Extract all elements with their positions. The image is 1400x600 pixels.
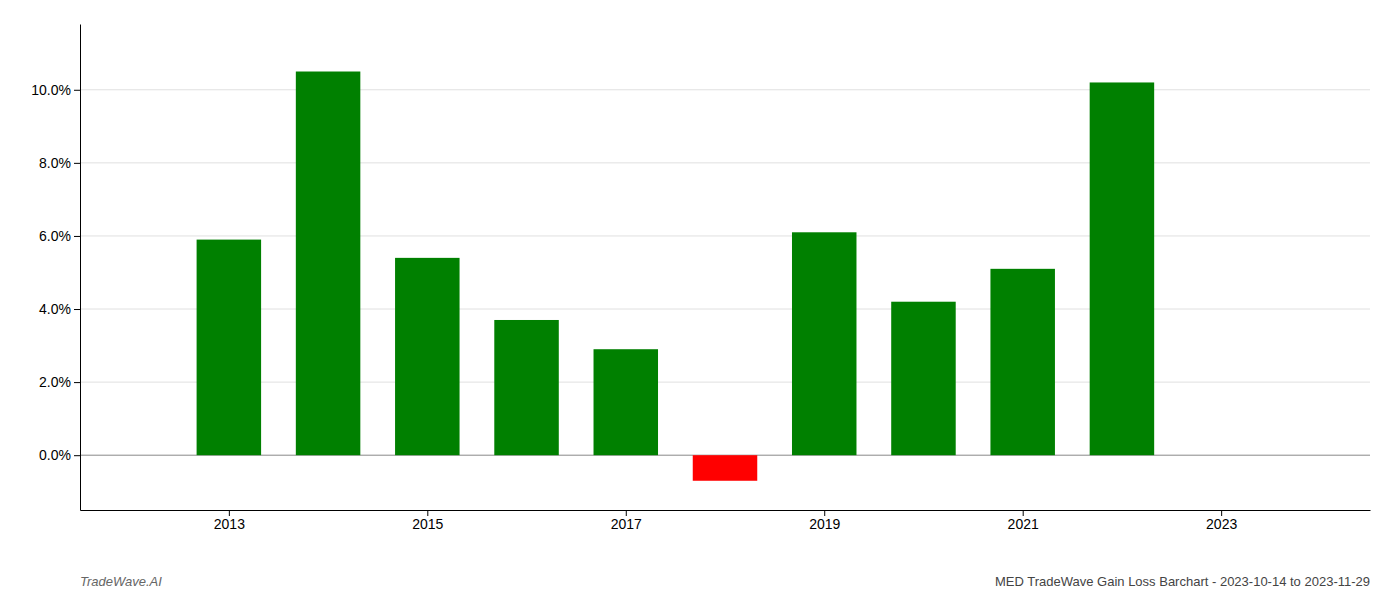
grid-line: [80, 162, 1370, 163]
grid-line: [80, 382, 1370, 383]
x-tick-label: 2013: [214, 516, 245, 532]
y-axis: 0.0% 2.0% 4.0% 6.0% 8.0% 10.0%: [31, 25, 80, 511]
bars: [197, 72, 1155, 481]
bar: [395, 258, 460, 455]
x-tick: 2013: [214, 510, 245, 532]
title: MED TradeWave Gain Loss Barchart - 2023-…: [995, 574, 1370, 589]
bar: [990, 269, 1055, 455]
x-axis-line: [81, 510, 1371, 511]
y-tick-label: 4.0%: [39, 301, 71, 317]
x-tick-label: 2019: [809, 516, 840, 532]
y-tick: 8.0%: [39, 155, 80, 171]
x-tick-label: 2017: [611, 516, 642, 532]
y-tick-mark: [74, 163, 80, 164]
y-tick-mark: [74, 455, 80, 456]
bar: [594, 349, 659, 455]
x-tick: 2019: [809, 510, 840, 532]
y-tick: 6.0%: [39, 228, 80, 244]
chart: 0.0%2.0%4.0%6.0%8.0%10.0%201320152017201…: [0, 0, 1400, 600]
y-tick: 4.0%: [39, 301, 80, 317]
y-tick: 10.0%: [31, 82, 80, 98]
x-axis: 2013 2015 2017 2019 2021 2023: [81, 510, 1371, 532]
bar: [792, 232, 857, 455]
y-tick-mark: [74, 309, 80, 310]
y-tick-label: 6.0%: [39, 228, 71, 244]
grid-line: [80, 309, 1370, 310]
y-tick: 2.0%: [39, 374, 80, 390]
bar: [693, 455, 758, 481]
x-tick: 2023: [1206, 510, 1237, 532]
bar: [296, 72, 361, 456]
y-axis-line: [80, 25, 81, 511]
bar: [197, 240, 262, 456]
y-tick-mark: [74, 382, 80, 383]
x-tick-label: 2015: [412, 516, 443, 532]
y-tick-label: 10.0%: [31, 82, 71, 98]
y-tick-mark: [74, 90, 80, 91]
watermark: TradeWave.AI: [80, 574, 162, 589]
y-tick: 0.0%: [39, 447, 80, 463]
bar: [891, 302, 956, 455]
x-tick: 2021: [1008, 510, 1039, 532]
grid-line: [80, 89, 1370, 90]
y-tick-label: 2.0%: [39, 374, 71, 390]
y-tick-label: 0.0%: [39, 447, 71, 463]
background: [0, 0, 1400, 600]
x-tick-label: 2023: [1206, 516, 1237, 532]
plot: 0.0%2.0%4.0%6.0%8.0%10.0%201320152017201…: [31, 25, 1370, 532]
x-tick: 2015: [412, 510, 443, 532]
x-tick: 2017: [611, 510, 642, 532]
y-tick-mark: [74, 236, 80, 237]
grid: [80, 90, 1370, 455]
bar: [1090, 82, 1155, 455]
y-tick-label: 8.0%: [39, 155, 71, 171]
grid-line: [80, 235, 1370, 236]
bar: [494, 320, 559, 455]
x-tick-label: 2021: [1008, 516, 1039, 532]
